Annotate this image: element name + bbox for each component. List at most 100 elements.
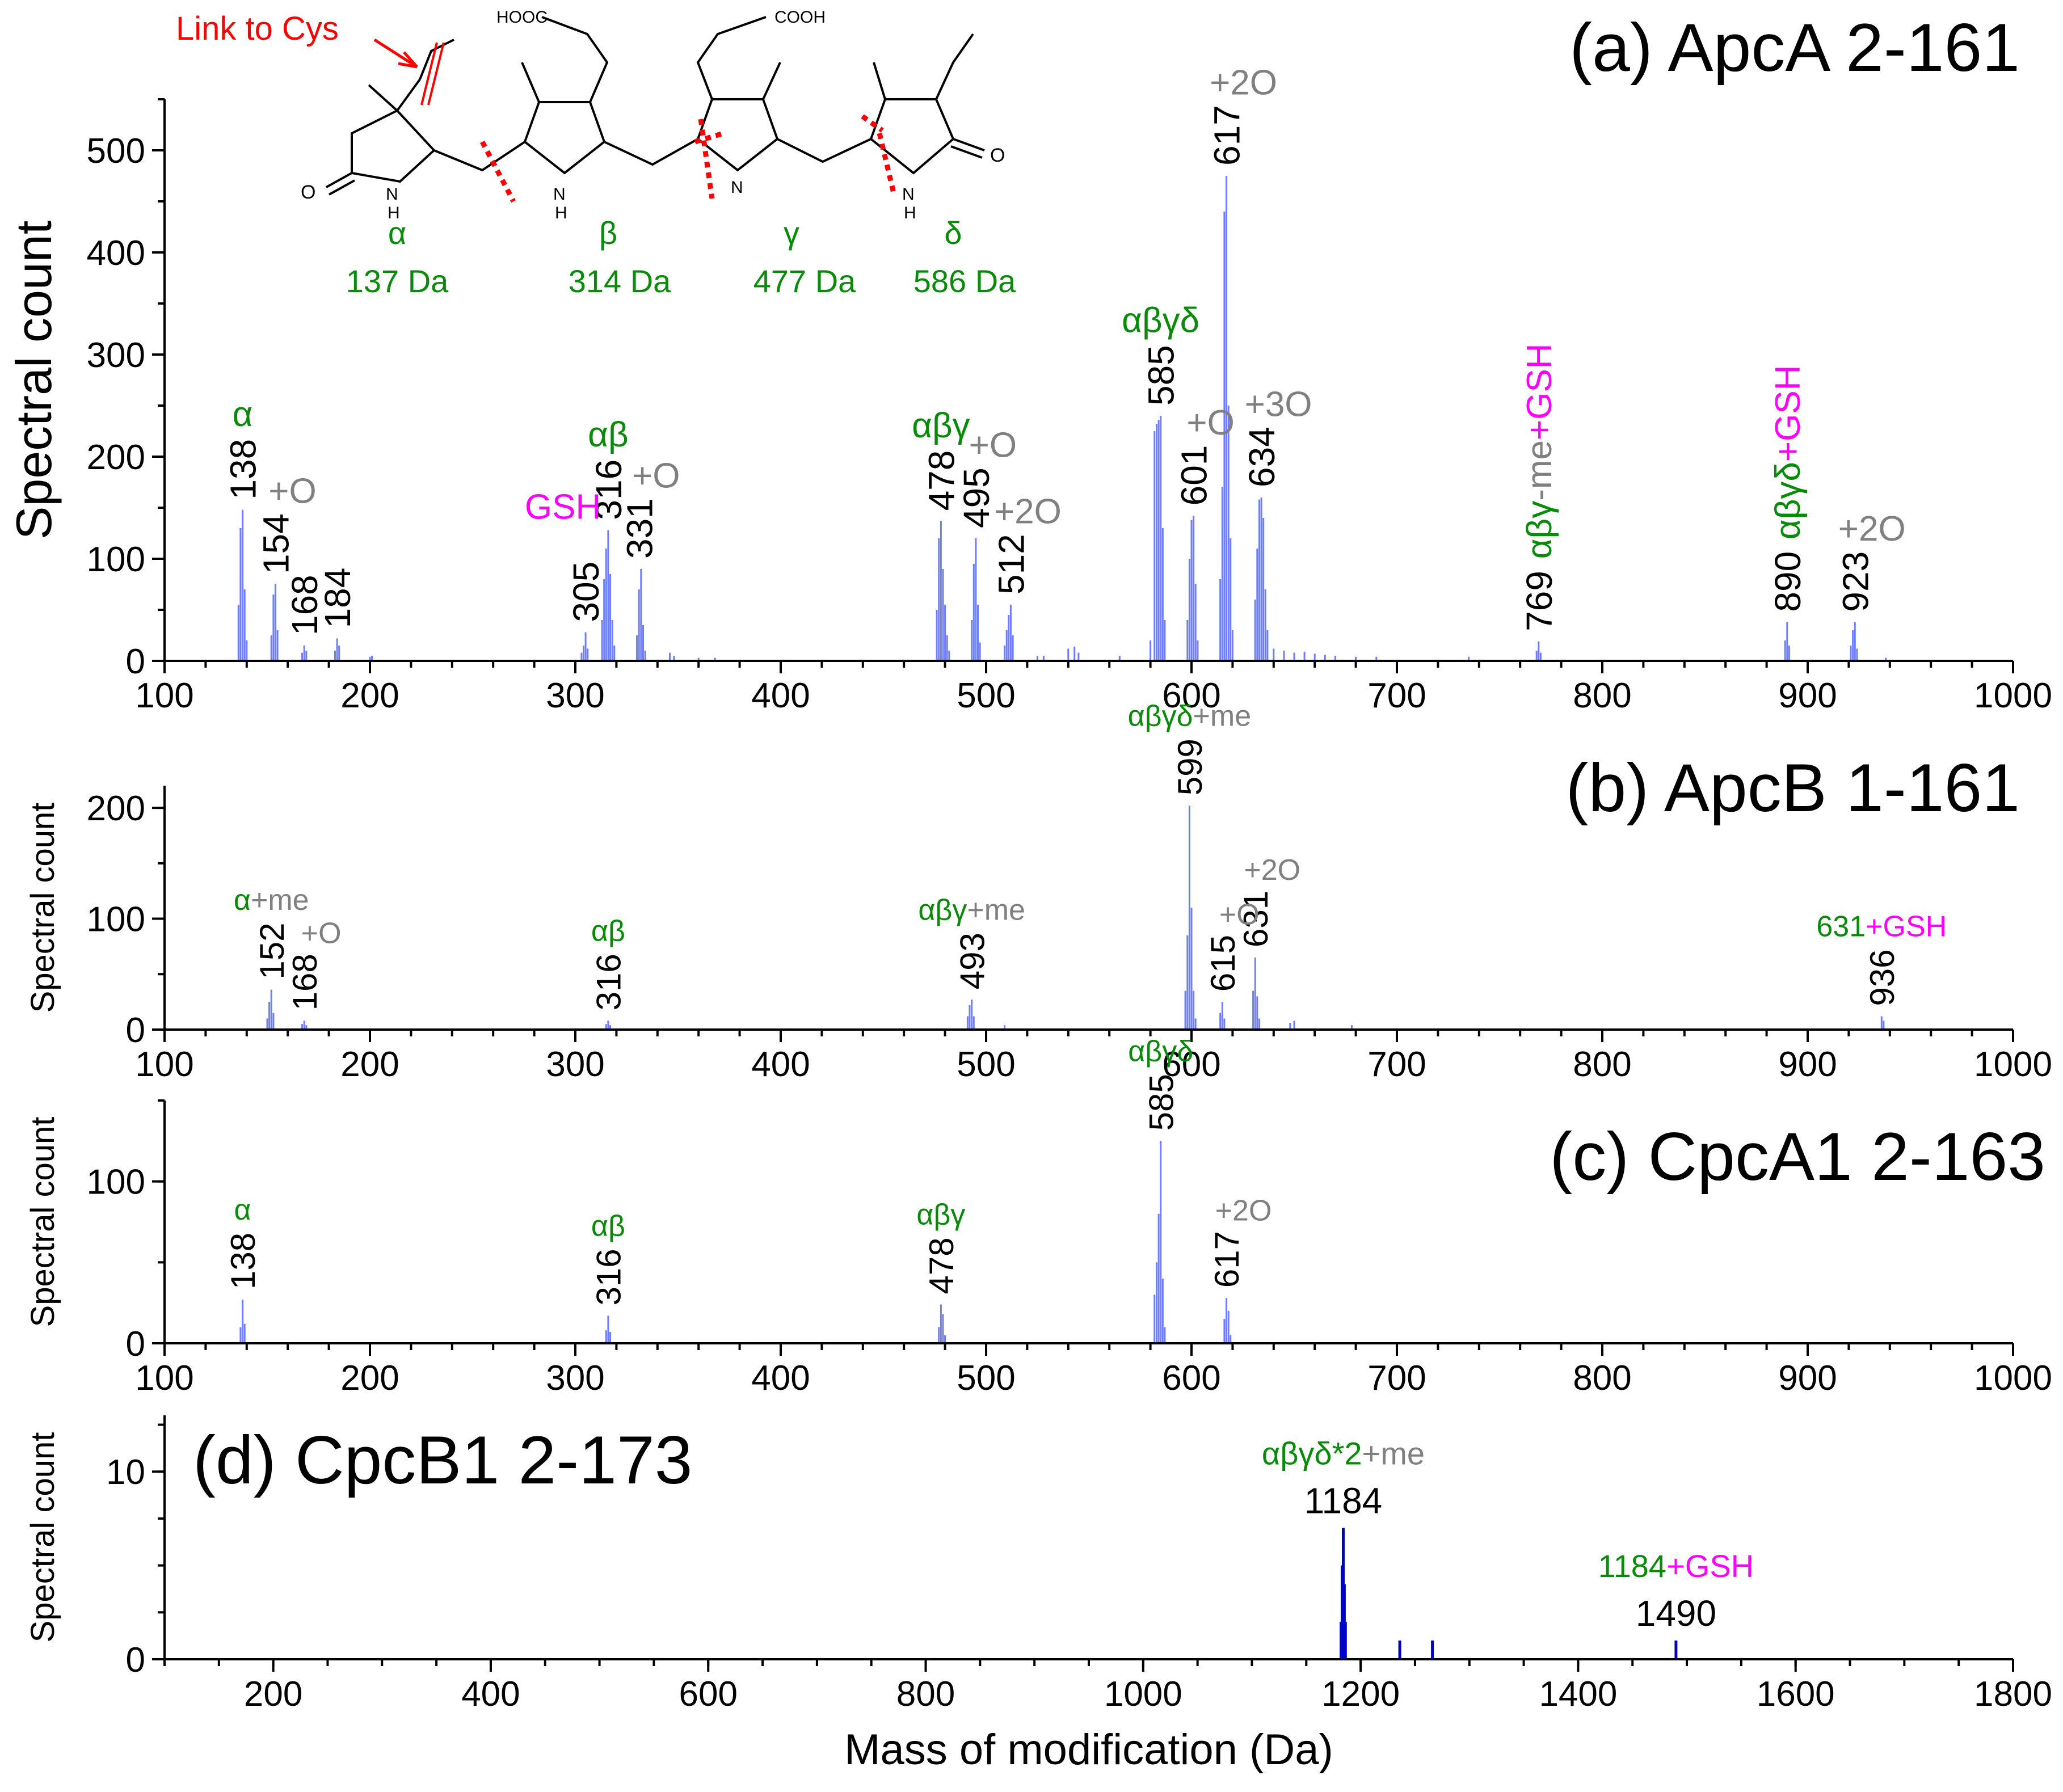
n-d-label: N [902,185,915,204]
peak-bar [1230,1335,1232,1343]
peak-mass-label: 184 [317,568,358,629]
peak-bar [979,642,981,661]
ring-delta [869,98,955,175]
peak-annotation: αβγδ [1128,1035,1193,1068]
peak-bar [1252,990,1254,1030]
peak-mass-label: 617 [1208,1231,1246,1288]
n-c-label: N [731,178,743,197]
annotation-part: αβγδ [1262,1435,1332,1471]
peak-bar [1334,656,1336,661]
peak-mass-label: 138 [224,1233,262,1289]
peak-bar [1164,1327,1166,1343]
peak-bar [1231,630,1233,661]
peak-mass-label: 316 [588,459,629,520]
x-tick-label: 900 [1778,1045,1837,1084]
peak-bar [644,651,646,661]
peak-annotation: +2O [1244,854,1300,887]
ring-beta-name: β [599,215,617,251]
ring-alpha [351,109,436,183]
peak-bar [1194,584,1197,661]
x-tick-label: 800 [1573,1359,1631,1398]
peak-mass-label: 512 [991,534,1032,594]
x-tick-label: 600 [1162,1359,1220,1398]
link-arrow-head-icon [398,51,418,69]
annotation-part: +O [301,917,342,950]
peak-bar [268,1002,271,1030]
peak-mass-label: 936 [1863,949,1901,1006]
x-tick-label: 1000 [1974,676,2052,715]
peak-bar [605,1024,607,1030]
panel-title: (d) CpcB1 2-173 [193,1422,692,1498]
panel-b: 100 200 300 400 500 600 700 800 900 10000100200Sp… [24,699,2052,1084]
peak-bar [1193,516,1195,661]
peak-bar [1157,420,1160,661]
peak-bar [1468,656,1470,661]
peak-bar [942,569,944,661]
peak-bar [275,584,276,661]
peak-bar [938,538,940,661]
bridge-gd [777,138,871,163]
annotation-part: αβ [591,915,625,948]
peak-annotation: α+me [234,884,309,917]
x-tick-label: 100 [135,1045,193,1084]
x-tick-label: 600 [679,1675,738,1714]
x-tick-label: 200 [340,1359,399,1398]
n-a-label: N [386,185,398,204]
annotation-part: αβ [591,1210,625,1243]
peak-annotation: αβγδ+GSH [1769,365,1808,539]
peak-bar [1850,646,1852,661]
peak-mass-label: 138 [223,439,264,500]
peak-bar [303,1021,305,1030]
peak-annotation: +O [1186,403,1234,442]
y-axis-label: Spectral count [24,803,61,1013]
peak-annotation: αβγδ+me [1128,699,1252,732]
x-tick-label: 600 [1162,1045,1220,1084]
x-tick-label: 400 [461,1675,520,1714]
peak-bar [1313,653,1316,661]
peak-bar [971,620,973,661]
peak-bar [1254,600,1256,661]
peak-annotation: +O [632,456,680,495]
annotation-part: +me [1193,699,1252,732]
peak-mass-label: 631 [1237,891,1275,947]
peak-bar [1256,549,1258,661]
peak-annotation: αβγ+me [918,893,1025,926]
peak-bar [1219,579,1222,661]
peak-bar [969,1005,971,1030]
peak-bar [270,989,272,1030]
bridge-bg [604,138,698,166]
peak-bar [609,1025,611,1030]
peak-annotation: αβ [588,415,629,454]
peak-bar [936,610,938,661]
annotation-part: +GSH [1866,910,1947,943]
h-a-label: H [388,204,400,222]
annotation-part: +O [1186,403,1234,442]
peak-bar [272,1013,275,1030]
peak-annotation: +2O [994,492,1062,531]
peak-bar [242,509,244,661]
peak-bar [1118,656,1121,661]
panels: 100 200 300 400 500 600 700 800 900 1000010020030… [6,10,2052,1774]
peak-annotation: αβγ-me+GSH [1520,343,1559,559]
peak-bar [1223,1319,1226,1343]
peak-annotation: 1184+GSH [1598,1548,1754,1584]
peak-bar [1226,176,1227,661]
x-tick-label: 500 [957,1045,1015,1084]
peak-bar [1221,1002,1223,1030]
peak-bar [944,1335,946,1343]
annotation-part: α [234,1194,251,1226]
peak-bar [301,1024,303,1030]
chemical-structure: Link to Cys O N H HOOC N H COOH N O N H [176,8,1016,299]
peak-bar [972,564,975,661]
peak-bar [1852,630,1854,661]
oxygen-a-label: O [301,182,315,203]
peak-bar [1539,652,1542,661]
peak-bar [1350,1025,1353,1030]
x-tick-label: 700 [1367,1359,1426,1398]
peak-bar [587,648,589,661]
peak-bar [1042,656,1045,661]
ring-gamma-mass: 477 Da [753,263,856,299]
peak-bar [1186,935,1189,1030]
x-tick-label: 1000 [1104,1675,1182,1714]
peak-mass-label: 316 [590,1249,628,1305]
